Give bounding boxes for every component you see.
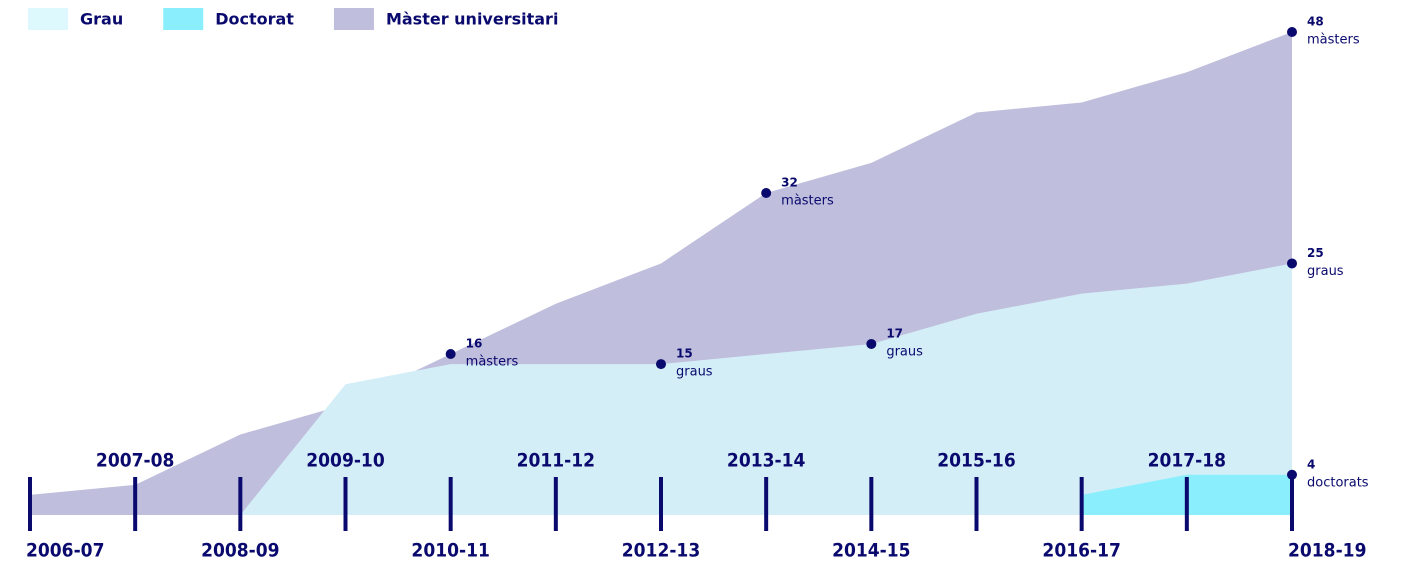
annotation-dot [761, 188, 772, 198]
x-tick-label: 2006-07 [26, 540, 104, 561]
annotation-value: 32 [781, 176, 798, 190]
annotation-value: 15 [676, 347, 693, 361]
x-tick-label: 2016-17 [1042, 540, 1120, 561]
annotation-value: 4 [1307, 457, 1315, 471]
area [240, 263, 1292, 515]
annotation-value: 25 [1307, 246, 1324, 260]
annotation-label: màsters [781, 194, 834, 209]
x-tick-label: 2009-10 [306, 450, 385, 472]
x-tick-label: 2011-12 [517, 450, 595, 472]
x-tick-label: 2014-15 [832, 540, 910, 561]
annotation-dot [656, 359, 666, 370]
annotation-label: graus [676, 365, 713, 380]
legend-swatch [28, 8, 68, 30]
annotation-label: màsters [466, 355, 519, 370]
x-tick-label: 2015-16 [937, 450, 1015, 472]
legend-label: Grau [80, 10, 123, 29]
x-tick-label: 2008-09 [201, 540, 279, 561]
x-tick-label: 2017-18 [1148, 450, 1226, 472]
annotation-dot [866, 338, 877, 349]
x-tick-label: 2012-13 [622, 540, 700, 561]
annotation-value: 16 [466, 337, 483, 351]
annotation-dot [1287, 27, 1297, 37]
annotation-label: graus [1307, 264, 1344, 279]
legend-swatch [163, 8, 204, 30]
x-tick-label: 2007-08 [96, 450, 174, 472]
legend-swatch [333, 8, 374, 30]
legend-label: Doctorat [215, 10, 294, 29]
annotation-value: 17 [886, 326, 903, 340]
annotation-dot [445, 349, 456, 359]
annotation-dot [1287, 469, 1297, 480]
legend-label: Màster universitari [386, 10, 558, 29]
annotation-label: doctorats [1307, 475, 1369, 490]
annotation-label: màsters [1307, 33, 1360, 48]
x-tick-label: 2013-14 [727, 450, 806, 472]
annotation-label: graus [886, 344, 923, 359]
annotation-dot [1287, 258, 1297, 269]
annotation-value: 48 [1307, 15, 1324, 29]
x-tick-label: 2010-11 [411, 540, 489, 561]
x-tick-label: 2018-19 [1288, 540, 1366, 561]
